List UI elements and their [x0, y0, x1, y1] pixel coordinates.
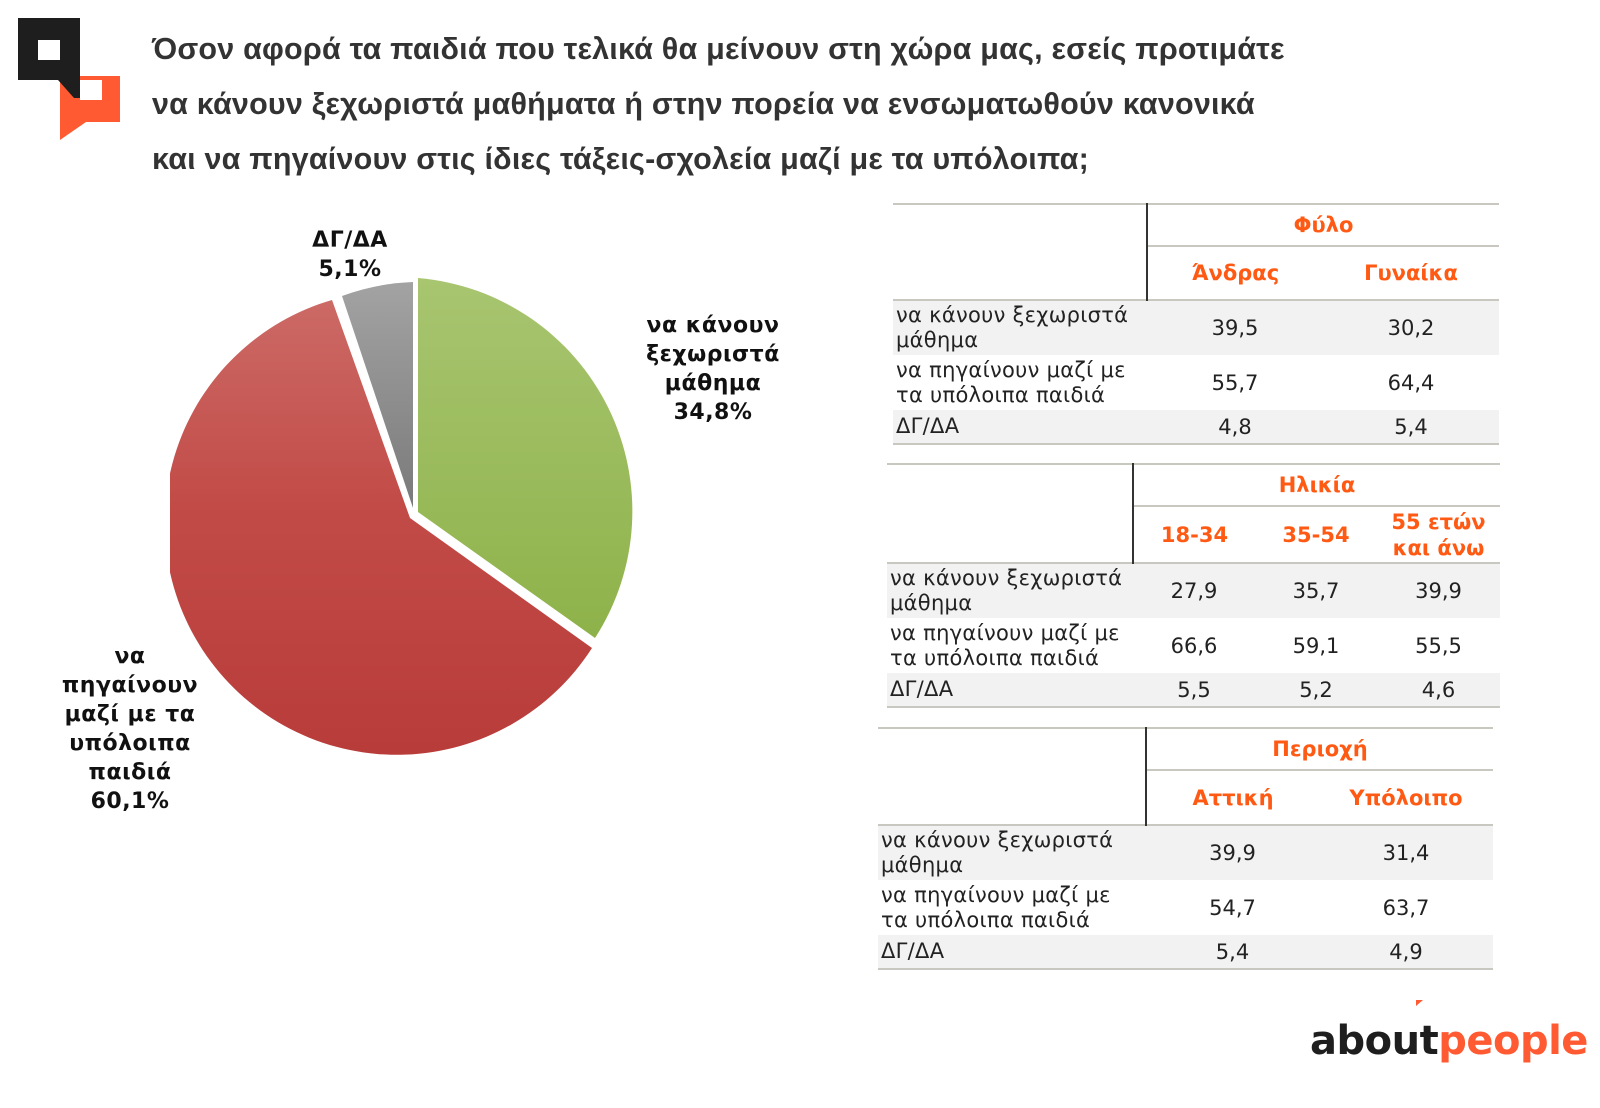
group-header-region: Περιοχή — [1146, 727, 1493, 770]
cell-value: 54,7 — [1146, 880, 1319, 935]
pie-label-text: ΔΓ/ΔΑ — [312, 228, 388, 253]
cell-value: 35,7 — [1255, 562, 1377, 618]
cell-value: 64,4 — [1323, 355, 1499, 410]
cell-value: 5,5 — [1133, 673, 1255, 708]
table-row: να πηγαίνουν μαζί με τα υπόλοιπα παιδιά 6… — [887, 618, 1500, 673]
brand-part-people: people — [1438, 1018, 1588, 1064]
row-label: να κάνουν ξεχωριστά μάθημα — [878, 824, 1146, 880]
table-corner — [893, 203, 1148, 300]
col-header-18-34: 18-34 — [1133, 505, 1255, 563]
row-label: να πηγαίνουν μαζί με τα υπόλοιπα παιδιά — [887, 618, 1133, 673]
pie-label-text: μαζί με τα — [64, 702, 196, 727]
cell-value: 55,5 — [1377, 618, 1500, 673]
title-line-3: και να πηγαίνουν στις ίδιες τάξεις-σχολε… — [152, 142, 1089, 176]
cell-value: 4,8 — [1147, 410, 1323, 445]
pie-label-text: υπόλοιπα — [69, 731, 191, 756]
cell-value: 59,1 — [1255, 618, 1377, 673]
pie-slice-dgda — [342, 282, 413, 508]
pie-label-value: 5,1% — [318, 257, 382, 282]
row-label: να πηγαίνουν μαζί με τα υπόλοιπα παιδιά — [893, 355, 1147, 410]
table-row: ΔΓ/ΔΑ 5,4 4,9 — [878, 935, 1493, 970]
cell-value: 30,2 — [1323, 299, 1499, 355]
cell-value: 39,9 — [1146, 824, 1319, 880]
pie-label-text: μάθημα — [664, 371, 762, 396]
row-label: ΔΓ/ΔΑ — [893, 410, 1147, 445]
brand-part-about: about — [1310, 1018, 1439, 1064]
table-region: Περιοχή Αττική Υπόλοιπο να κάνουν ξεχωρι… — [878, 727, 1493, 970]
table-corner — [887, 463, 1134, 563]
col-header-55-plus: 55 ετών και άνω — [1377, 505, 1500, 563]
cell-value: 5,4 — [1146, 935, 1319, 970]
table-row: να πηγαίνουν μαζί με τα υπόλοιπα παιδιά 5… — [893, 355, 1499, 410]
cell-value: 4,9 — [1319, 935, 1493, 970]
cell-value: 5,4 — [1323, 410, 1499, 445]
cell-value: 4,6 — [1377, 673, 1500, 708]
cell-value: 31,4 — [1319, 824, 1493, 880]
row-label: να κάνουν ξεχωριστά μάθημα — [893, 299, 1147, 355]
row-label: να πηγαίνουν μαζί με τα υπόλοιπα παιδιά — [878, 880, 1146, 935]
cell-value: 55,7 — [1147, 355, 1323, 410]
cell-value: 27,9 — [1133, 562, 1255, 618]
col-header-male: Άνδρας — [1147, 245, 1323, 300]
pie-label-value: 60,1% — [90, 789, 170, 814]
brand-wordmark: aboutpeople — [1310, 1018, 1588, 1064]
title-line-2: να κάνουν ξεχωριστά μαθήματα ή στην πορε… — [152, 87, 1255, 121]
pie-label-text: ξεχωριστά — [646, 342, 780, 367]
col-header-35-54: 35-54 — [1255, 505, 1377, 563]
col-header-rest: Υπόλοιπο — [1319, 769, 1493, 825]
table-row: ΔΓ/ΔΑ 4,8 5,4 — [893, 410, 1499, 445]
cell-value: 39,5 — [1147, 299, 1323, 355]
table-row: να κάνουν ξεχωριστά μάθημα 27,9 35,7 39,9 — [887, 562, 1500, 618]
pie-chart — [170, 278, 633, 755]
table-age: Ηλικία 18-34 35-54 55 ετών και άνω να κάν… — [887, 463, 1500, 708]
table-row: ΔΓ/ΔΑ 5,5 5,2 4,6 — [887, 673, 1500, 708]
table-row: να πηγαίνουν μαζί με τα υπόλοιπα παιδιά 5… — [878, 880, 1493, 935]
pie-label-separate: να κάνουν ξεχωριστά μάθημα 34,8% — [628, 311, 798, 427]
table-row: να κάνουν ξεχωριστά μάθημα 39,9 31,4 — [878, 824, 1493, 880]
pie-label-text: να — [114, 644, 146, 669]
col-header-female: Γυναίκα — [1323, 245, 1499, 300]
pie-label-value: 34,8% — [673, 400, 753, 425]
cell-value: 66,6 — [1133, 618, 1255, 673]
table-row: να κάνουν ξεχωριστά μάθημα 39,5 30,2 — [893, 299, 1499, 355]
cell-value: 39,9 — [1377, 562, 1500, 618]
cell-value: 5,2 — [1255, 673, 1377, 708]
table-corner — [878, 727, 1147, 825]
cell-value: 63,7 — [1319, 880, 1493, 935]
pie-label-dgda: ΔΓ/ΔΑ 5,1% — [290, 226, 410, 284]
col-header-attica: Αττική — [1146, 769, 1319, 825]
group-header-gender: Φύλο — [1147, 203, 1499, 246]
table-gender: Φύλο Άνδρας Γυναίκα να κάνουν ξεχωριστά μ… — [893, 203, 1499, 445]
brand-accent-icon — [1416, 1000, 1423, 1006]
pie-slice-separate — [418, 278, 633, 638]
row-label: ΔΓ/ΔΑ — [887, 673, 1133, 708]
pie-label-text: πηγαίνουν — [61, 673, 199, 698]
group-header-age: Ηλικία — [1133, 463, 1500, 506]
question-title: Όσον αφορά τα παιδιά που τελικά θα μείνο… — [152, 22, 1552, 187]
pie-label-together: να πηγαίνουν μαζί με τα υπόλοιπα παιδιά … — [40, 642, 220, 816]
row-label: να κάνουν ξεχωριστά μάθημα — [887, 562, 1133, 618]
pie-slice-together — [170, 300, 592, 755]
aboutpeople-logo-icon — [18, 18, 120, 140]
row-label: ΔΓ/ΔΑ — [878, 935, 1146, 970]
pie-label-text: παιδιά — [88, 760, 172, 785]
title-line-1: Όσον αφορά τα παιδιά που τελικά θα μείνο… — [152, 32, 1285, 66]
pie-label-text: να κάνουν — [646, 313, 780, 338]
